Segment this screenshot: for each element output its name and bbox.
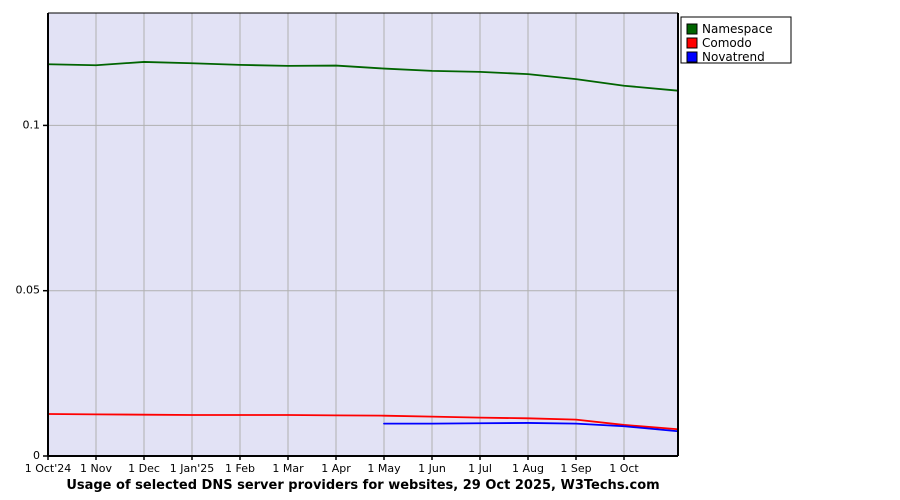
data-series-layer (47, 61, 679, 433)
x-tick-label: 1 Oct'24 (25, 462, 72, 475)
x-tick-label: 1 Aug (512, 462, 544, 475)
y-tick-label: 0 (33, 449, 40, 462)
y-tick-label: 0.1 (23, 118, 41, 131)
x-tick-label: 1 Feb (225, 462, 255, 475)
legend-label-namespace: Namespace (702, 22, 773, 36)
x-tick-label: 1 Mar (272, 462, 304, 475)
plot-background (48, 13, 678, 456)
x-tick-label: 1 Apr (321, 462, 351, 475)
legend-swatch-namespace (686, 23, 698, 35)
y-axis-ticks: 0 0.05 0.1 (16, 118, 48, 462)
horizontal-gridlines (48, 124, 678, 292)
x-tick-label: 1 Jul (468, 462, 492, 475)
x-tick-label: 1 Jun (418, 462, 446, 475)
y-tick-label: 0.05 (16, 284, 41, 297)
x-tick-label: 1 Oct (609, 462, 639, 475)
legend-swatch-novatrend (686, 51, 698, 63)
x-tick-label: 1 Dec (128, 462, 160, 475)
x-axis-ticks: 1 Oct'24 1 Nov 1 Dec 1 Jan'25 1 Feb 1 Mar 1 Ap… (25, 456, 639, 475)
legend-box (680, 16, 792, 64)
vertical-gridlines (95, 13, 625, 456)
legend-label-novatrend: Novatrend (702, 50, 765, 64)
x-tick-label: 1 May (367, 462, 401, 475)
legend-swatch-comodo (686, 37, 698, 49)
legend-label-comodo: Comodo (702, 36, 752, 50)
x-tick-label: 1 Sep (560, 462, 591, 475)
x-tick-label: 1 Jan'25 (170, 462, 214, 475)
series-line-comodo (47, 413, 679, 431)
series-line-novatrend (383, 422, 679, 433)
series-line-namespace (47, 61, 679, 92)
chart-caption: Usage of selected DNS server providers f… (66, 478, 659, 493)
x-tick-label: 1 Nov (80, 462, 112, 475)
